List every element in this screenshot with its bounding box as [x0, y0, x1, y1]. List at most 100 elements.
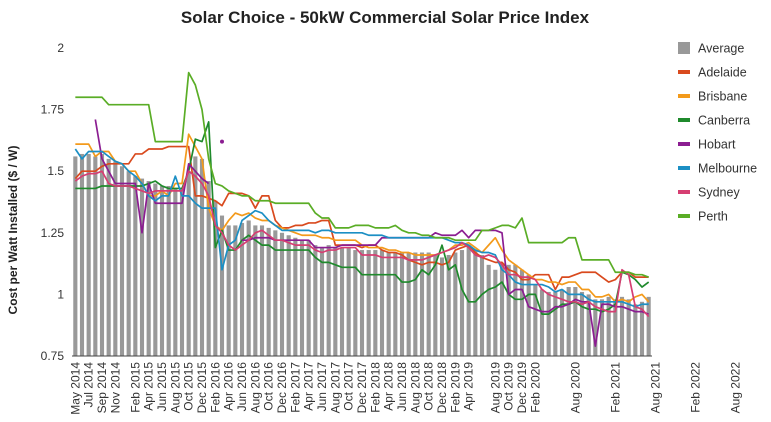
- x-tick-label: Feb 2023: [768, 362, 771, 413]
- average-bar: [599, 299, 605, 356]
- x-tick-label: Feb 2017: [288, 362, 302, 413]
- average-bar: [146, 181, 151, 356]
- average-bar: [586, 294, 591, 356]
- average-bar: [239, 222, 245, 356]
- average-bar: [326, 245, 331, 356]
- average-bar: [533, 284, 538, 356]
- average-bar: [433, 254, 438, 356]
- legend-swatch: [678, 190, 690, 194]
- x-tick-label: Apr 2016: [222, 362, 236, 411]
- average-bar: [333, 247, 338, 356]
- average-bar: [233, 225, 238, 356]
- average-bar: [453, 252, 458, 356]
- average-bar: [246, 220, 251, 356]
- bars-layer: [73, 153, 651, 356]
- legend-item-brisbane: Brisbane: [678, 90, 747, 104]
- average-bar: [99, 153, 105, 356]
- legend-item-canberra: Canberra: [678, 114, 750, 128]
- average-bar: [566, 287, 571, 356]
- x-tick-label: Aug 2015: [168, 362, 182, 414]
- average-bar: [226, 225, 231, 356]
- average-bar: [79, 153, 85, 356]
- legend-swatch: [678, 42, 690, 54]
- average-bar: [213, 200, 218, 356]
- adelaide-line: [74, 145, 649, 291]
- average-bar: [419, 252, 425, 356]
- average-bar: [313, 245, 318, 356]
- average-bar: [119, 166, 125, 356]
- average-bar: [346, 247, 351, 356]
- x-tick-label: Sep 2014: [95, 362, 109, 414]
- average-bar: [526, 274, 531, 356]
- x-tick-label: May 2014: [68, 362, 82, 415]
- average-bar: [479, 254, 485, 356]
- average-bar: [73, 156, 78, 356]
- average-bar: [626, 299, 631, 356]
- x-tick-label: Feb 2018: [368, 362, 382, 413]
- y-tick-label: 1: [57, 287, 64, 301]
- average-bar: [179, 188, 185, 356]
- x-tick-label: Feb 2016: [208, 362, 222, 413]
- perth-series: [75, 71, 649, 278]
- hobart-line: [242, 229, 649, 347]
- x-tick-label: Jul 2014: [82, 362, 96, 408]
- legend-label: Average: [698, 42, 744, 56]
- average-bar: [253, 225, 258, 356]
- average-bar: [573, 287, 578, 356]
- x-tick-label: Feb 2015: [128, 362, 142, 413]
- legend-item-sydney: Sydney: [678, 186, 740, 200]
- legend-swatch: [678, 142, 690, 146]
- average-bar: [173, 188, 178, 356]
- x-tick-label: Aug 2016: [248, 362, 262, 414]
- x-tick-label: Aug 2018: [408, 362, 422, 414]
- average-bar: [473, 250, 478, 356]
- average-bar: [93, 156, 98, 356]
- average-bar: [273, 230, 278, 356]
- average-bar: [366, 250, 371, 356]
- legend-label: Canberra: [698, 114, 750, 128]
- average-bar: [499, 264, 505, 356]
- average-bar: [153, 183, 158, 356]
- x-tick-label: Aug 2020: [568, 362, 582, 414]
- average-bar: [186, 171, 191, 356]
- x-tick-label: Apr 2015: [142, 362, 156, 411]
- x-tick-label: Aug 2021: [648, 362, 662, 414]
- legend-label: Sydney: [698, 186, 740, 200]
- average-bar: [646, 296, 651, 356]
- x-tick-label: Apr 2018: [382, 362, 396, 411]
- x-tick-label: Jun 2016: [235, 362, 249, 412]
- x-tick-label: Dec 2017: [355, 362, 369, 414]
- legend-swatch: [678, 166, 690, 170]
- average-bar: [126, 171, 131, 356]
- x-tick-label: Apr 2017: [302, 362, 316, 411]
- average-bar: [559, 289, 565, 356]
- average-bar: [193, 156, 198, 356]
- y-tick-label: 1.5: [47, 164, 64, 178]
- average-bar: [439, 257, 445, 356]
- average-bar: [393, 252, 398, 356]
- x-tick-label: Feb 2022: [688, 362, 702, 413]
- average-bar: [299, 240, 305, 356]
- x-tick-label: Apr 2019: [462, 362, 476, 411]
- average-bar: [259, 225, 265, 356]
- average-bar: [139, 178, 145, 356]
- y-tick-label: 1.25: [41, 226, 65, 240]
- average-bar: [613, 299, 618, 356]
- average-bar: [206, 181, 211, 356]
- average-bar: [546, 291, 551, 356]
- average-bar: [506, 264, 511, 356]
- average-bar: [306, 240, 311, 356]
- average-bar: [373, 250, 378, 356]
- average-bar: [593, 299, 598, 356]
- average-bar: [353, 250, 358, 356]
- legend-item-perth: Perth: [678, 210, 728, 224]
- x-tick-label: Feb 2020: [528, 362, 542, 413]
- legend-label: Adelaide: [698, 66, 747, 80]
- legend-swatch: [678, 118, 690, 122]
- average-bar: [633, 304, 638, 356]
- legend-label: Perth: [698, 210, 728, 224]
- x-tick-label: Dec 2019: [515, 362, 529, 414]
- legend-swatch: [678, 214, 690, 218]
- sydney-series: [74, 170, 650, 318]
